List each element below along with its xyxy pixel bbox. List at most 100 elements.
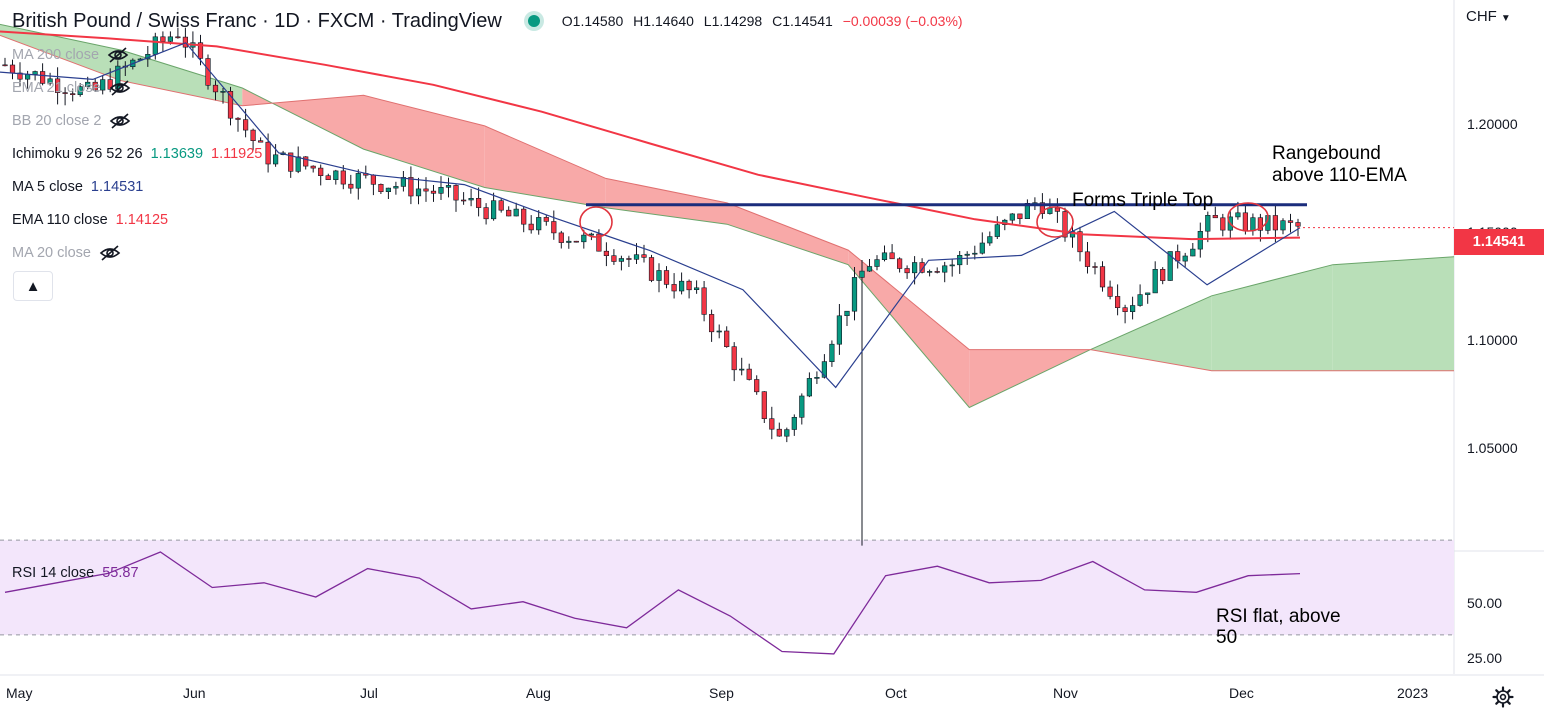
legend-ema110-label: EMA 110 close bbox=[12, 212, 108, 228]
candle-body bbox=[333, 170, 339, 180]
candle-body bbox=[656, 270, 662, 281]
candle-body bbox=[1220, 217, 1226, 231]
legend-ma5-value: 1.14531 bbox=[90, 179, 144, 195]
legend-ma20[interactable]: MA 20 close bbox=[12, 242, 121, 264]
rsi-line bbox=[4, 551, 1301, 655]
candle-body bbox=[1295, 222, 1301, 227]
candle-body bbox=[243, 119, 249, 131]
legend-ma200[interactable]: MA 200 close bbox=[12, 44, 129, 66]
candle-body bbox=[957, 255, 963, 266]
candle-body bbox=[348, 183, 354, 189]
hidden-eye-icon[interactable] bbox=[99, 245, 121, 261]
candle-body bbox=[370, 174, 377, 185]
candle-body bbox=[896, 258, 903, 269]
annotation-rsi-line-2[interactable]: 50 bbox=[1216, 627, 1238, 648]
candle-body bbox=[558, 232, 564, 243]
candle-body bbox=[167, 36, 174, 42]
candle-body bbox=[1137, 294, 1143, 306]
candle-body bbox=[746, 368, 752, 380]
candle-body bbox=[1017, 213, 1023, 219]
ichimoku-cloud-segment bbox=[0, 24, 122, 81]
candle-body bbox=[754, 379, 760, 393]
hidden-eye-icon[interactable] bbox=[107, 47, 129, 63]
candle-body bbox=[686, 280, 692, 291]
candle-body bbox=[889, 252, 895, 260]
chart-header: British Pound / Swiss Franc · 1D · FXCM … bbox=[12, 8, 969, 34]
triple-top-circle bbox=[1036, 206, 1074, 238]
candle-body bbox=[641, 254, 647, 258]
candle-body bbox=[701, 287, 707, 315]
candle-body bbox=[160, 36, 166, 42]
ohlc-close: C1.14541 bbox=[772, 13, 833, 29]
annotation-rsi-line-1[interactable]: RSI flat, above bbox=[1216, 606, 1341, 627]
legend-ma5[interactable]: MA 5 close 1.14531 bbox=[12, 176, 143, 198]
candle-body bbox=[942, 265, 948, 273]
candle-body bbox=[1107, 286, 1113, 297]
time-axis-label: Aug bbox=[526, 685, 551, 701]
currency-selector[interactable]: CHF ▼ bbox=[1466, 8, 1511, 25]
candle-body bbox=[1152, 268, 1158, 294]
annotation-triple-top[interactable]: Forms Triple Top bbox=[1072, 190, 1214, 211]
settings-gear-icon[interactable] bbox=[1492, 686, 1514, 708]
candle-body bbox=[836, 315, 842, 345]
candle-body bbox=[265, 141, 271, 165]
candle-body bbox=[62, 92, 68, 94]
chart-title: British Pound / Swiss Franc · 1D · FXCM … bbox=[12, 9, 502, 32]
candle-body bbox=[220, 91, 226, 93]
candle-body bbox=[633, 254, 640, 260]
collapse-legend-button[interactable]: ▲ bbox=[13, 271, 53, 301]
annotation-rangebound-line-1[interactable]: Rangebound bbox=[1272, 143, 1381, 164]
legend-bb-label: BB 20 close 2 bbox=[12, 113, 102, 129]
candle-body bbox=[588, 233, 594, 236]
candle-body bbox=[851, 277, 858, 312]
candle-body bbox=[2, 64, 8, 67]
annotation-rangebound-line-2[interactable]: above 110-EMA bbox=[1272, 165, 1407, 186]
time-axis-label: Dec bbox=[1229, 685, 1254, 701]
candle-body bbox=[678, 280, 685, 292]
time-axis-label: Sep bbox=[709, 685, 734, 701]
rsi-legend[interactable]: RSI 14 close 55.87 bbox=[12, 565, 139, 581]
chevron-up-icon: ▲ bbox=[25, 277, 41, 295]
legend-ema21[interactable]: EMA 21 close bbox=[12, 77, 131, 99]
market-status-dot-icon bbox=[527, 15, 540, 27]
hidden-eye-icon[interactable] bbox=[109, 80, 131, 96]
candle-body bbox=[693, 287, 700, 290]
legend-ichimoku-label: Ichimoku 9 26 52 26 bbox=[12, 146, 143, 162]
price-axis-label: 1.20000 bbox=[1467, 116, 1518, 132]
triple-top-circle bbox=[579, 206, 613, 238]
time-axis-label: 2023 bbox=[1397, 685, 1429, 701]
candle-body bbox=[603, 250, 609, 256]
ichimoku-cloud-segment bbox=[1332, 256, 1454, 371]
candle-body bbox=[460, 199, 467, 202]
candle-body bbox=[671, 284, 677, 292]
legend-ichimoku[interactable]: Ichimoku 9 26 52 26 1.13639 1.11925 bbox=[12, 143, 262, 165]
candle-body bbox=[1182, 255, 1188, 262]
rsi-legend-value: 55.87 bbox=[102, 565, 139, 581]
candle-body bbox=[100, 79, 106, 91]
candle-body bbox=[859, 270, 865, 278]
candle-body bbox=[430, 190, 437, 194]
ichimoku-cloud-segment bbox=[727, 202, 849, 265]
candle-body bbox=[355, 173, 361, 189]
candle-body bbox=[724, 330, 730, 347]
ichimoku-span-a-line bbox=[0, 23, 1455, 409]
currency-label: CHF bbox=[1466, 8, 1497, 25]
last-price-tag: 1.14541 bbox=[1454, 229, 1544, 255]
candle-body bbox=[1242, 212, 1248, 232]
hidden-eye-icon[interactable] bbox=[109, 113, 131, 129]
candle-body bbox=[303, 156, 309, 167]
candle-body bbox=[77, 86, 83, 95]
candle-body bbox=[340, 170, 346, 185]
ma-5-line bbox=[0, 42, 1301, 389]
candle-body bbox=[708, 314, 715, 333]
ichimoku-cloud-segment bbox=[363, 95, 485, 188]
price-axis-label: 1.05000 bbox=[1467, 440, 1518, 456]
candle-body bbox=[844, 310, 850, 317]
candle-body bbox=[378, 184, 384, 193]
legend-bb[interactable]: BB 20 close 2 bbox=[12, 110, 131, 132]
legend-ema110[interactable]: EMA 110 close 1.14125 bbox=[12, 209, 168, 231]
rsi-axis-label: 50.00 bbox=[1467, 595, 1503, 611]
candle-body bbox=[490, 200, 497, 220]
